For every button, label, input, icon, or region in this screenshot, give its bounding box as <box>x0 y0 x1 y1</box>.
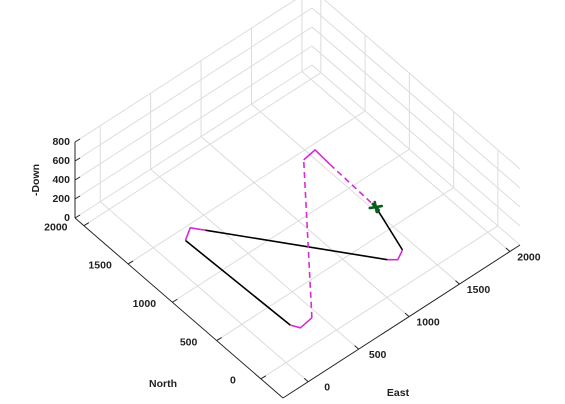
grid-line <box>74 64 313 219</box>
y-tick <box>83 222 90 227</box>
z-tick <box>74 157 81 162</box>
z-tick-label: 400 <box>52 174 70 186</box>
grid-line <box>311 64 521 246</box>
grid-line <box>127 110 366 265</box>
x-tick <box>354 345 359 350</box>
y-tick <box>216 337 222 341</box>
grid-line <box>301 71 511 252</box>
x-tick <box>505 247 511 252</box>
x-tick-label: 0 <box>324 382 330 394</box>
trajectory-line <box>302 159 377 318</box>
grid-line <box>260 225 499 380</box>
grid-line <box>251 103 460 285</box>
grid-line <box>74 0 296 143</box>
z-axis-label: -Down <box>30 164 42 196</box>
x-tick-label: 500 <box>369 349 387 361</box>
y-tick-label: 1500 <box>88 260 112 272</box>
y-tick-label: 2000 <box>44 221 68 233</box>
grid-line <box>83 72 322 227</box>
z-tick <box>74 195 81 200</box>
x-axis <box>282 244 521 399</box>
z-tick-label: 200 <box>52 193 70 205</box>
x-tick <box>303 377 309 383</box>
grid-line <box>74 45 313 200</box>
z-tick <box>74 138 81 143</box>
x-tick-label: 1500 <box>467 284 491 296</box>
grid-line <box>311 45 521 227</box>
x-tick <box>404 312 410 317</box>
grid-line <box>311 26 521 208</box>
grid-line <box>150 168 359 350</box>
x-tick-label: 2000 <box>517 251 541 263</box>
grid-line <box>99 201 309 383</box>
grid-line <box>323 0 521 170</box>
aircraft-marker <box>368 200 384 214</box>
y-axis <box>74 217 284 399</box>
y-axis-label: North <box>149 378 177 390</box>
grid-line <box>200 136 410 317</box>
trajectory-line <box>184 149 404 329</box>
y-tick-label: 1000 <box>133 298 157 310</box>
x-tick-label: 1000 <box>416 316 440 328</box>
y-tick-label: 0 <box>230 375 236 387</box>
z-tick <box>74 214 81 219</box>
y-tick <box>127 260 134 265</box>
z-tick-label: 800 <box>52 136 70 148</box>
x-tick <box>455 280 460 285</box>
z-tick <box>74 176 81 181</box>
z-tick-label: 0 <box>64 212 70 224</box>
y-tick <box>172 298 178 303</box>
x-axis-label: East <box>387 387 410 399</box>
grid-line <box>172 148 410 303</box>
grid-line <box>74 26 313 181</box>
z-tick-label: 600 <box>52 155 70 167</box>
grid-line <box>74 7 313 162</box>
y-tick <box>260 375 267 380</box>
grid-line <box>311 7 521 189</box>
trajectory-line <box>184 206 404 326</box>
grid-line <box>216 187 454 341</box>
y-tick-label: 500 <box>180 336 198 348</box>
